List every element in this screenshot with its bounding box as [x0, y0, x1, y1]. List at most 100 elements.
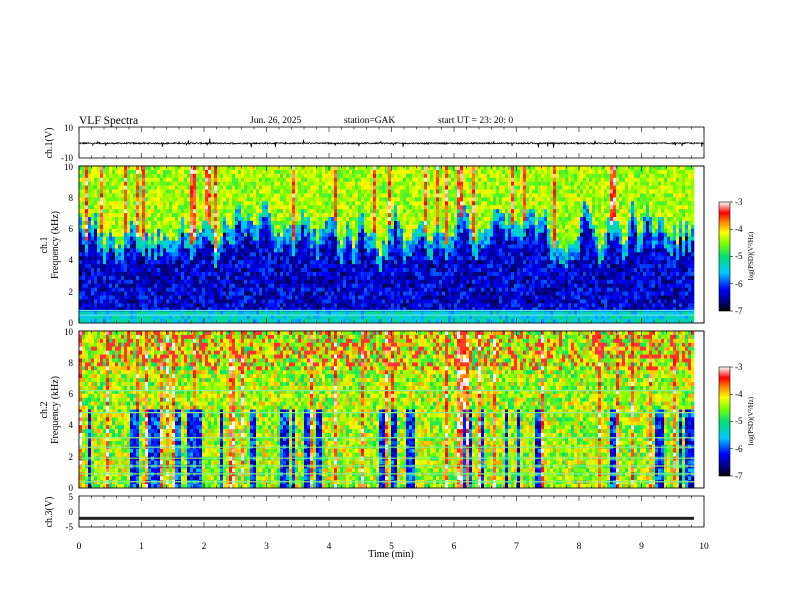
spectrogram-cell: [397, 201, 400, 205]
spectrogram-cell: [268, 264, 271, 268]
spectrogram-cell: [256, 205, 259, 209]
spectrogram-cell: [259, 252, 262, 256]
spectrogram-cell: [124, 229, 127, 233]
spectrogram-cell: [316, 217, 319, 221]
spectrogram-cell: [268, 296, 271, 300]
spectrogram-cell: [292, 260, 295, 264]
spectrogram-cell: [244, 245, 247, 249]
spectrogram-cell: [436, 256, 439, 260]
spectrogram-cell: [292, 252, 295, 256]
spectrogram-cell: [235, 280, 238, 284]
spectrogram-cell: [223, 166, 226, 170]
spectrogram-cell: [178, 303, 181, 307]
spectrogram-cell: [358, 170, 361, 174]
spectrogram-cell: [439, 209, 442, 213]
spectrogram-cell: [184, 166, 187, 170]
spectrogram-cell: [136, 225, 139, 229]
spectrogram-cell: [154, 201, 157, 205]
spectrogram-cell: [289, 237, 292, 241]
spectrogram-cell: [379, 296, 382, 300]
spectrogram-cell: [286, 193, 289, 197]
spectrogram-cell: [370, 280, 373, 284]
spectrogram-cell: [349, 209, 352, 213]
spectrogram-cell: [397, 241, 400, 245]
spectrogram-cell: [337, 225, 340, 229]
spectrogram-cell: [298, 248, 301, 252]
spectrogram-cell: [241, 186, 244, 190]
spectrogram-cell: [331, 315, 334, 319]
spectrogram-cell: [361, 209, 364, 213]
spectrogram-cell: [397, 292, 400, 296]
spectrogram-cell: [247, 296, 250, 300]
spectrogram-cell: [91, 284, 94, 288]
spectrogram-cell: [421, 170, 424, 174]
spectrogram-cell: [274, 186, 277, 190]
spectrogram-cell: [271, 209, 274, 213]
spectrogram-cell: [88, 299, 91, 303]
spectrogram-cell: [343, 252, 346, 256]
spectrogram-cell: [307, 248, 310, 252]
spectrogram-cell: [313, 201, 316, 205]
spectrogram-cell: [85, 292, 88, 296]
spectrogram-cell: [256, 174, 259, 178]
spectrogram-cell: [283, 299, 286, 303]
spectrogram-cell: [289, 264, 292, 268]
spectrogram-cell: [145, 233, 148, 237]
spectrogram-cell: [418, 276, 421, 280]
spectrogram-cell: [241, 252, 244, 256]
spectrogram-cell: [391, 221, 394, 225]
spectrogram-cell: [355, 256, 358, 260]
spectrogram-cell: [391, 256, 394, 260]
spectrogram-cell: [136, 217, 139, 221]
spectrogram-cell: [376, 292, 379, 296]
spectrogram-cell: [376, 284, 379, 288]
spectrogram-cell: [265, 233, 268, 237]
spectrogram-cell: [172, 225, 175, 229]
spectrogram-cell: [340, 221, 343, 225]
spectrogram-cell: [436, 178, 439, 182]
spectrogram-cell: [250, 315, 253, 319]
spectrogram-cell: [253, 268, 256, 272]
spectrogram-cell: [247, 260, 250, 264]
spectrogram-cell: [193, 280, 196, 284]
spectrogram-cell: [133, 193, 136, 197]
spectrogram-cell: [238, 221, 241, 225]
spectrogram-cell: [220, 233, 223, 237]
spectrogram-cell: [304, 178, 307, 182]
spectrogram-cell: [97, 299, 100, 303]
spectrogram-cell: [343, 186, 346, 190]
spectrogram-cell: [385, 166, 388, 170]
spectrogram-cell: [169, 201, 172, 205]
spectrogram-cell: [241, 225, 244, 229]
spectrogram-cell: [406, 264, 409, 268]
spectrogram-cell: [319, 292, 322, 296]
spectrogram-cell: [178, 292, 181, 296]
spectrogram-cell: [163, 276, 166, 280]
spectrogram-cell: [106, 248, 109, 252]
spectrogram-cell: [304, 186, 307, 190]
spectrogram-cell: [157, 182, 160, 186]
spectrogram-cell: [382, 303, 385, 307]
spectrogram-cell: [394, 209, 397, 213]
spectrogram-cell: [310, 178, 313, 182]
spectrogram-cell: [352, 260, 355, 264]
spectrogram-cell: [310, 260, 313, 264]
spectrogram-cell: [334, 303, 337, 307]
spectrogram-cell: [217, 276, 220, 280]
spectrogram-cell: [289, 205, 292, 209]
spectrogram-cell: [394, 174, 397, 178]
spectrogram-cell: [433, 229, 436, 233]
spectrogram-cell: [208, 182, 211, 186]
spectrogram-cell: [154, 268, 157, 272]
spectrogram-cell: [166, 299, 169, 303]
spectrogram-cell: [148, 205, 151, 209]
spectrogram-cell: [418, 284, 421, 288]
spectrogram-cell: [142, 201, 145, 205]
spectrogram-cell: [118, 260, 121, 264]
spectrogram-cell: [421, 217, 424, 221]
spectrogram-cell: [391, 182, 394, 186]
spectrogram-cell: [355, 280, 358, 284]
spectrogram-cell: [133, 315, 136, 319]
spectrogram-cell: [202, 272, 205, 276]
spectrogram-cell: [376, 170, 379, 174]
